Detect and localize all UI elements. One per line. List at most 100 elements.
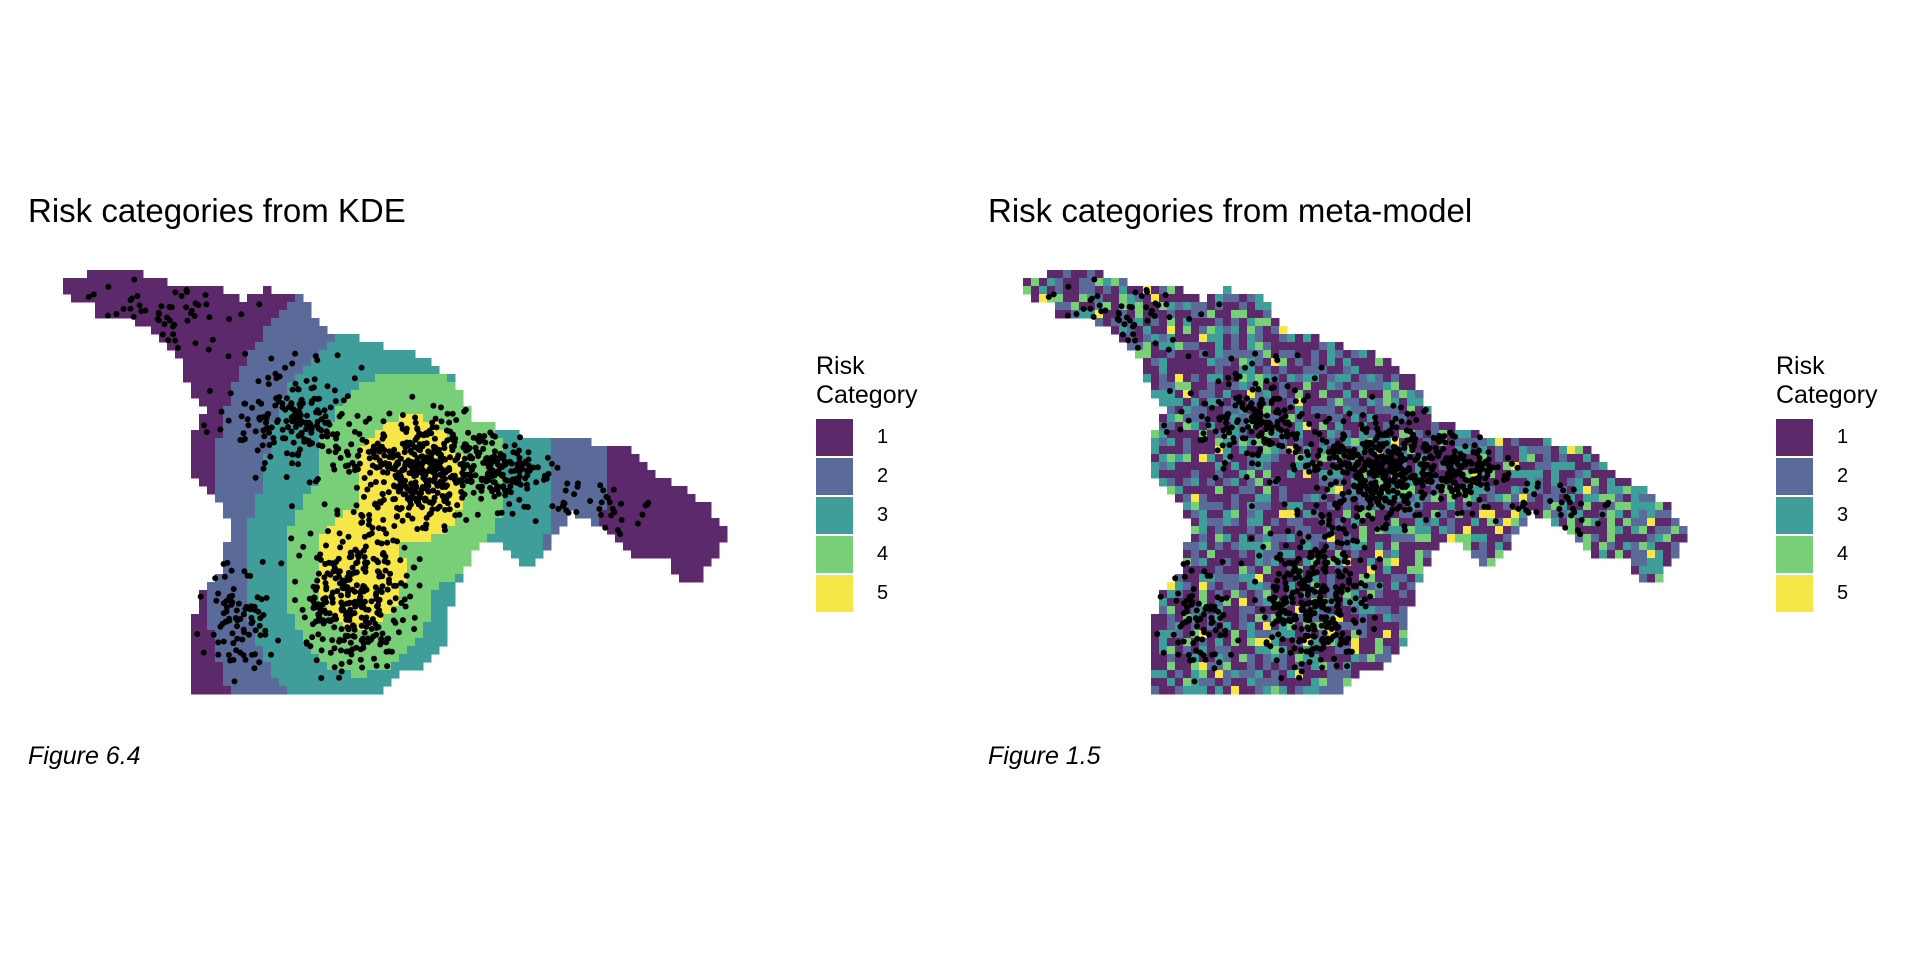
risk-cell — [1615, 542, 1624, 551]
risk-cell — [247, 678, 256, 687]
risk-cell — [1087, 286, 1096, 295]
risk-cell — [551, 478, 560, 487]
risk-cell — [271, 470, 280, 479]
risk-cell — [415, 558, 424, 567]
risk-cell — [319, 518, 328, 527]
risk-cell — [199, 678, 208, 687]
risk-cell — [255, 310, 264, 319]
risk-cell — [1487, 510, 1496, 519]
risk-cell — [703, 526, 712, 535]
risk-cell — [1263, 518, 1272, 527]
risk-cell — [1183, 478, 1192, 487]
risk-cell — [207, 374, 216, 383]
risk-cell — [1367, 374, 1376, 383]
incident-point — [509, 510, 516, 517]
risk-cell — [591, 518, 600, 527]
risk-cell — [407, 574, 416, 583]
risk-cell — [1407, 582, 1416, 591]
risk-cell — [127, 286, 136, 295]
risk-cell — [1375, 622, 1384, 631]
risk-cell — [439, 598, 448, 607]
risk-cell — [287, 454, 296, 463]
risk-cell — [255, 454, 264, 463]
risk-cell — [527, 470, 536, 479]
risk-cell — [623, 446, 632, 455]
risk-cell — [311, 622, 320, 631]
risk-cell — [375, 550, 384, 559]
risk-cell — [1351, 622, 1360, 631]
risk-cell — [583, 470, 592, 479]
incident-point — [492, 486, 499, 493]
risk-cell — [1175, 318, 1184, 327]
incident-point — [230, 586, 237, 592]
risk-cell — [623, 542, 632, 551]
risk-cell — [311, 430, 320, 439]
risk-cell — [1639, 526, 1648, 535]
risk-cell — [1303, 518, 1312, 527]
risk-cell — [231, 318, 240, 327]
risk-cell — [279, 454, 288, 463]
incident-point — [554, 464, 561, 471]
risk-cell — [343, 494, 352, 503]
risk-cell — [1399, 622, 1408, 631]
risk-cell — [1175, 286, 1184, 295]
risk-cell — [343, 358, 352, 367]
risk-cell — [1415, 438, 1424, 447]
risk-cell — [1599, 518, 1608, 527]
risk-cell — [1271, 366, 1280, 375]
risk-cell — [263, 366, 272, 375]
risk-cell — [519, 438, 528, 447]
risk-cell — [223, 638, 232, 647]
risk-cell — [1215, 462, 1224, 471]
risk-cell — [1599, 494, 1608, 503]
incident-point — [411, 495, 418, 502]
risk-cell — [1511, 510, 1520, 519]
risk-cell — [399, 534, 408, 543]
risk-cell — [223, 374, 232, 383]
risk-cell — [271, 534, 280, 543]
risk-cell — [223, 406, 232, 415]
risk-cell — [431, 542, 440, 551]
risk-cell — [1183, 430, 1192, 439]
risk-cell — [311, 558, 320, 567]
incident-point — [315, 570, 322, 577]
risk-cell — [247, 422, 256, 431]
incident-point — [343, 648, 350, 655]
risk-cell — [535, 550, 544, 559]
risk-cell — [191, 390, 200, 399]
risk-cell — [319, 550, 328, 559]
incident-point — [279, 435, 286, 442]
risk-cell — [1551, 478, 1560, 487]
risk-cell — [263, 342, 272, 351]
risk-cell — [679, 526, 688, 535]
incident-point — [459, 494, 466, 501]
risk-cell — [1495, 446, 1504, 455]
risk-cell — [1295, 534, 1304, 543]
risk-cell — [1199, 366, 1208, 375]
incident-point — [312, 604, 319, 611]
risk-cell — [407, 366, 416, 375]
risk-cell — [207, 406, 216, 415]
risk-cell — [439, 534, 448, 543]
risk-cell — [175, 318, 184, 327]
risk-cell — [327, 454, 336, 463]
incident-point — [346, 421, 353, 427]
incident-point — [428, 430, 435, 437]
risk-cell — [1591, 534, 1600, 543]
risk-cell — [1255, 334, 1264, 343]
risk-cell — [447, 438, 456, 447]
incident-point — [329, 560, 335, 567]
risk-cell — [1359, 510, 1368, 519]
risk-cell — [319, 358, 328, 367]
risk-cell — [1407, 414, 1416, 423]
risk-cell — [343, 686, 352, 695]
risk-cell — [359, 502, 368, 511]
incident-point — [464, 445, 471, 452]
risk-cell — [1359, 630, 1368, 639]
kde-legend-title-line2: Category — [816, 381, 918, 409]
risk-cell — [247, 390, 256, 399]
incident-point — [399, 517, 406, 524]
risk-cell — [287, 334, 296, 343]
risk-cell — [415, 638, 424, 647]
incident-point — [260, 414, 267, 421]
